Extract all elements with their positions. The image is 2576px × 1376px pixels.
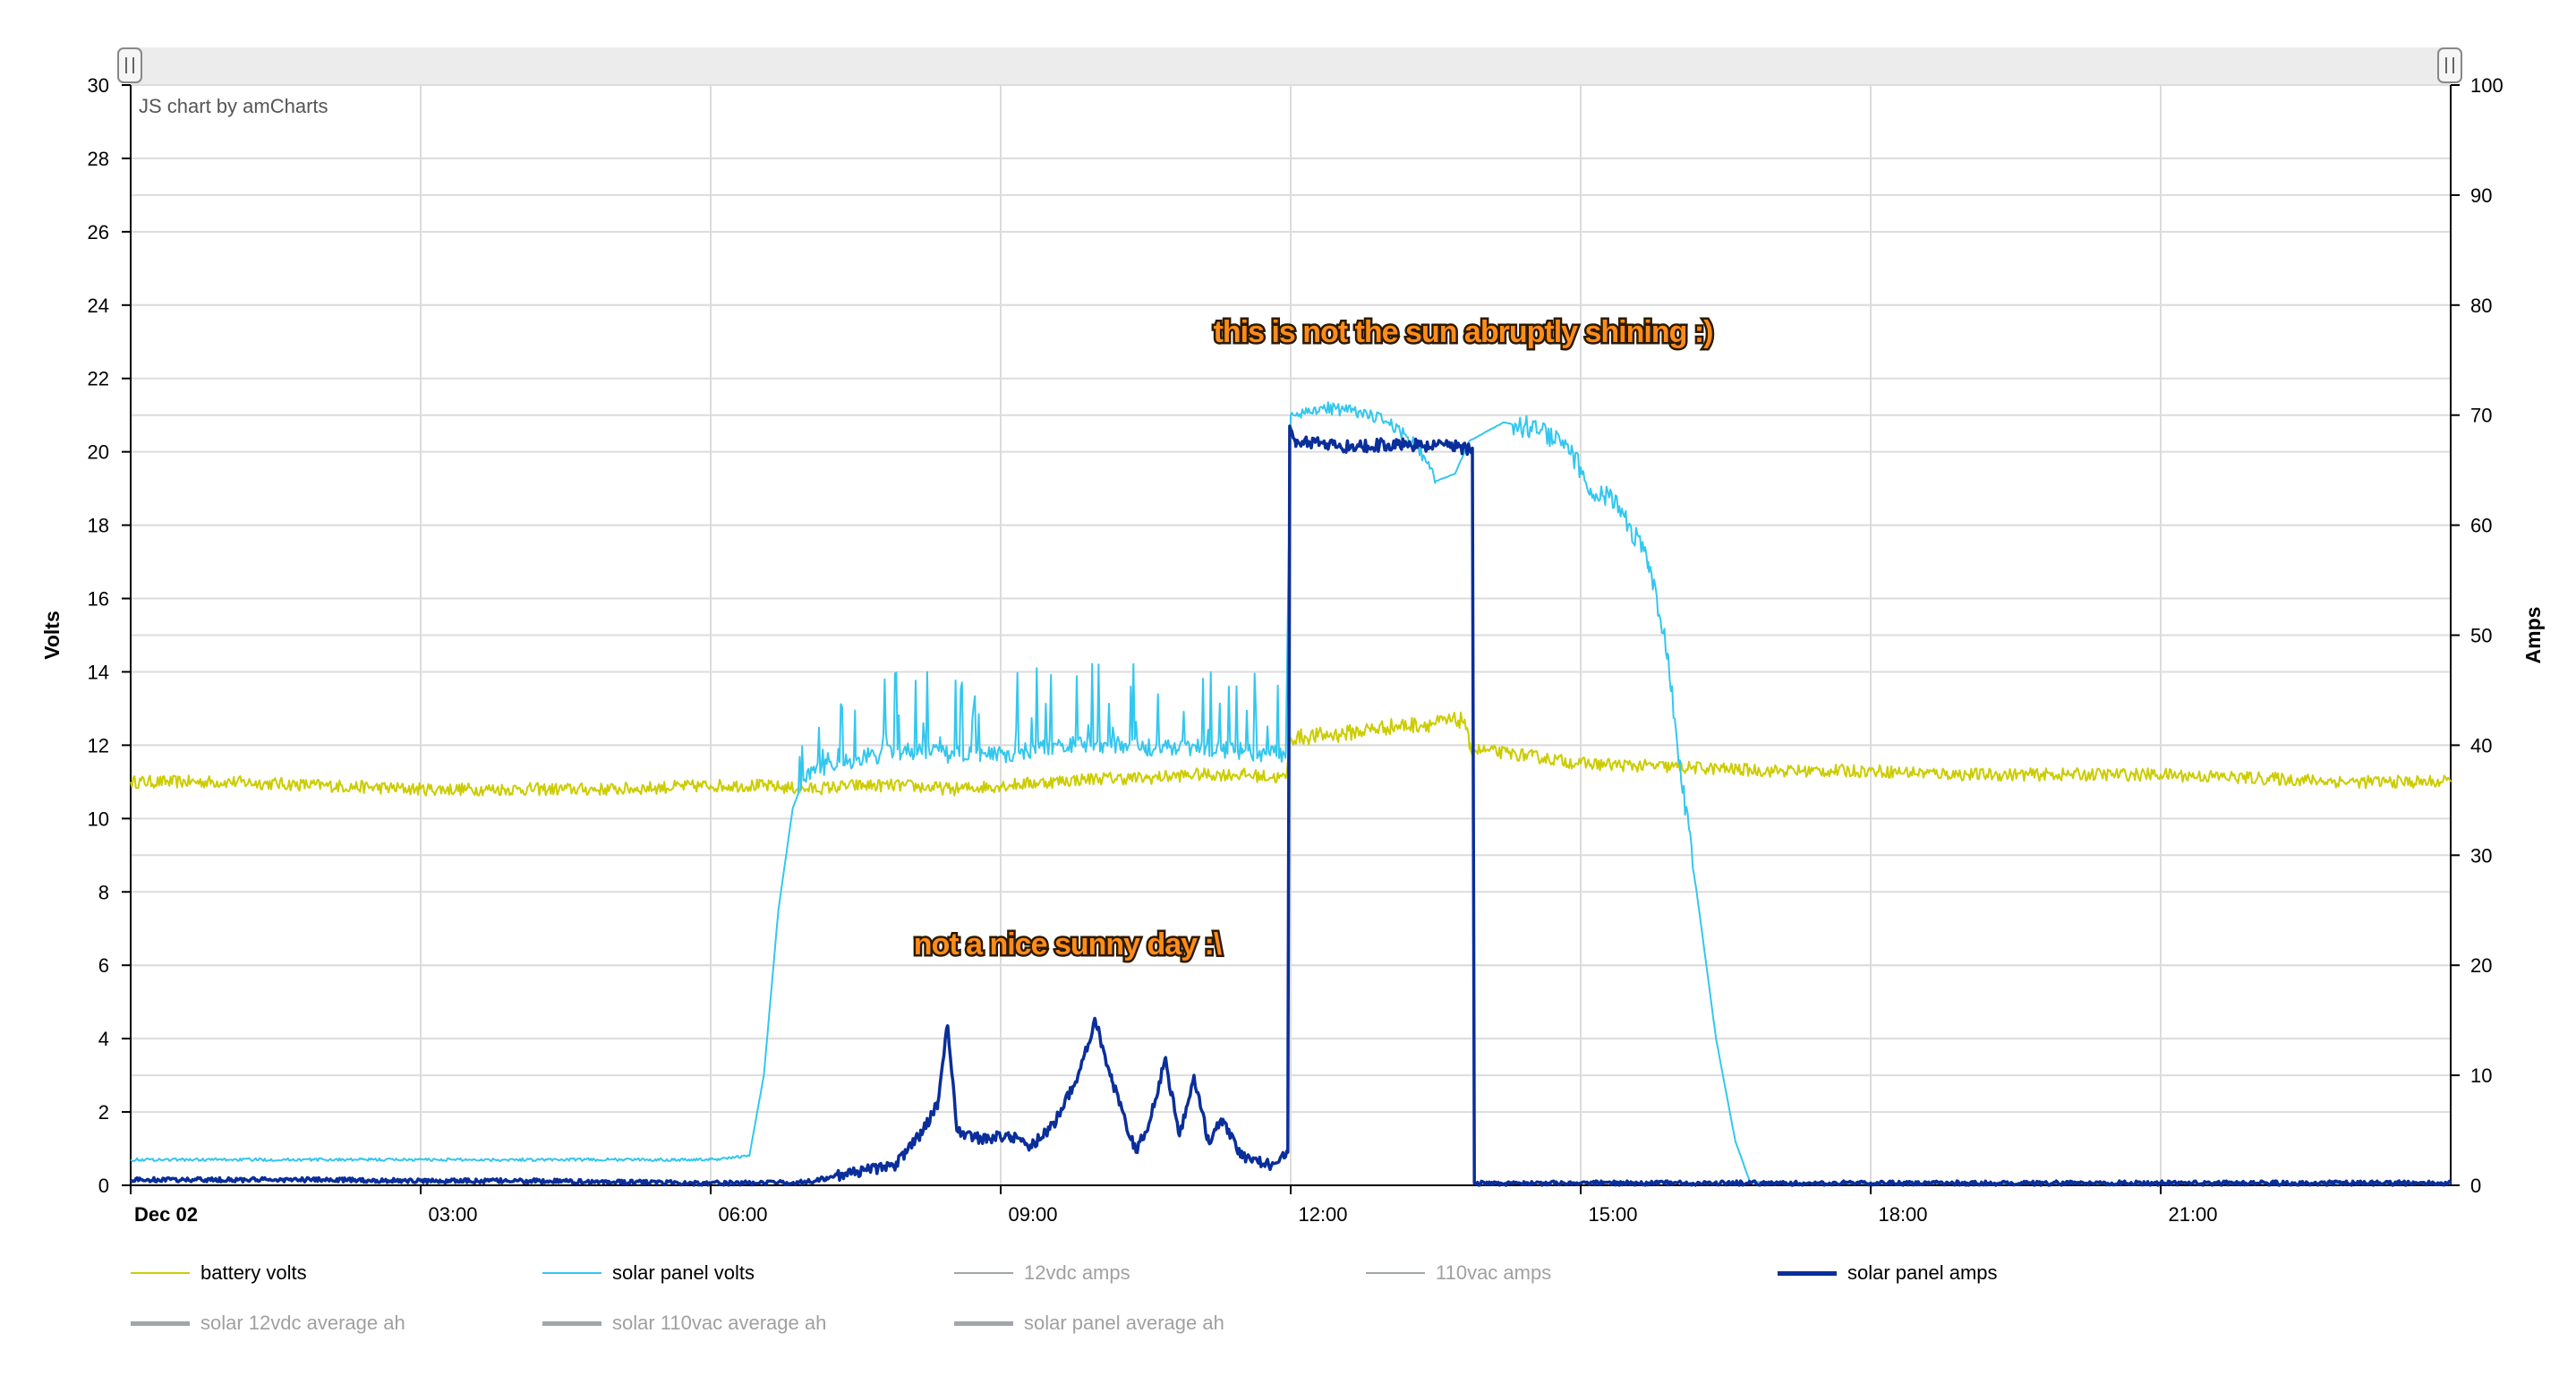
y-right-tick-label: 0 [2470, 1175, 2481, 1197]
legend-item-solar-110vac-average-ah[interactable]: solar 110vac average ah [542, 1303, 826, 1343]
y-left-tick-label: 28 [88, 148, 109, 170]
legend-swatch [954, 1320, 1013, 1326]
x-tick-label: Dec 02 [134, 1203, 198, 1226]
legend-item-battery-volts[interactable]: battery volts [131, 1253, 307, 1293]
legend-label: 12vdc amps [1024, 1261, 1130, 1284]
legend-label: solar panel amps [1847, 1261, 1998, 1284]
legend-item-110vac-amps[interactable]: 110vac amps [1366, 1253, 1551, 1293]
x-tick-label: 09:00 [1008, 1203, 1057, 1226]
legend-item-solar-panel-volts[interactable]: solar panel volts [542, 1253, 755, 1293]
annotations: this is not the sun abruptly shining :) n… [911, 312, 1716, 963]
y-right-tick-label: 40 [2470, 734, 2492, 756]
legend-swatch [542, 1272, 601, 1274]
series-line-solar-panel-amps [129, 424, 2452, 1187]
x-tick-label: 06:00 [718, 1203, 767, 1226]
legend-label: 110vac amps [1436, 1261, 1552, 1284]
legend-swatch [1366, 1272, 1425, 1274]
y-left-tick-label: 16 [88, 588, 109, 611]
legend-swatch [131, 1320, 190, 1326]
chart-legend: battery volts solar panel volts 12vdc amps… [131, 1253, 2279, 1352]
legend-label: solar panel average ah [1024, 1312, 1224, 1334]
y-left-tick-label: 18 [88, 515, 109, 537]
y-left-tick-label: 10 [88, 808, 109, 830]
x-tick-label: 03:00 [428, 1203, 477, 1226]
legend-item-solar-panel-average-ah[interactable]: solar panel average ah [954, 1303, 1224, 1343]
y-right-tick-label: 60 [2470, 515, 2492, 537]
scrollbar-left-handle[interactable] [117, 47, 142, 83]
x-tick-label: 12:00 [1298, 1203, 1347, 1226]
y-left-tick-label: 22 [88, 368, 109, 390]
x-tick-label: 21:00 [2168, 1203, 2217, 1226]
x-tick-label: 18:00 [1878, 1203, 1927, 1226]
legend-item-solar-panel-amps[interactable]: solar panel amps [1778, 1253, 1998, 1293]
axes: 0246810121416182022242628300102030405060… [40, 74, 2545, 1226]
legend-swatch [954, 1272, 1013, 1274]
chart-credit-link[interactable]: JS chart by amCharts [139, 95, 328, 117]
y-left-tick-label: 24 [88, 295, 109, 317]
y-right-axis-title: Amps [2521, 607, 2545, 664]
y-left-tick-label: 30 [88, 74, 109, 97]
legend-label: battery volts [200, 1261, 307, 1284]
y-right-tick-label: 30 [2470, 844, 2492, 867]
scrollbar-right-handle[interactable] [2437, 47, 2462, 83]
y-right-tick-label: 50 [2470, 625, 2492, 647]
y-left-axis-title: Volts [40, 611, 64, 660]
y-right-tick-label: 10 [2470, 1064, 2492, 1087]
y-right-tick-label: 100 [2470, 74, 2503, 97]
y-left-tick-label: 2 [98, 1101, 109, 1124]
y-left-tick-label: 20 [88, 441, 109, 464]
x-tick-label: 15:00 [1588, 1203, 1637, 1226]
y-left-tick-label: 6 [98, 954, 109, 977]
legend-swatch [542, 1320, 601, 1326]
y-right-tick-label: 80 [2470, 295, 2492, 317]
y-right-tick-label: 90 [2470, 184, 2492, 207]
y-right-tick-label: 70 [2470, 405, 2492, 427]
annotation-label: not a nice sunny day :\ [914, 927, 1223, 961]
legend-item-12vdc-amps[interactable]: 12vdc amps [954, 1253, 1130, 1293]
y-right-tick-label: 20 [2470, 954, 2492, 977]
y-left-tick-label: 12 [88, 734, 109, 756]
legend-swatch [1778, 1270, 1837, 1276]
legend-label: solar 12vdc average ah [200, 1312, 405, 1334]
y-left-tick-label: 8 [98, 881, 109, 903]
annotation-label: this is not the sun abruptly shining :) [1214, 315, 1713, 349]
legend-swatch [131, 1272, 190, 1274]
chart-scrollbar[interactable] [131, 47, 2451, 85]
legend-label: solar 110vac average ah [612, 1312, 827, 1334]
series [129, 401, 2452, 1187]
legend-label: solar panel volts [612, 1261, 755, 1284]
y-left-tick-label: 0 [98, 1175, 109, 1197]
y-left-tick-label: 14 [88, 661, 109, 683]
y-left-tick-label: 4 [98, 1028, 109, 1050]
y-left-tick-label: 26 [88, 221, 109, 244]
legend-item-solar-12vdc-average-ah[interactable]: solar 12vdc average ah [131, 1303, 405, 1343]
